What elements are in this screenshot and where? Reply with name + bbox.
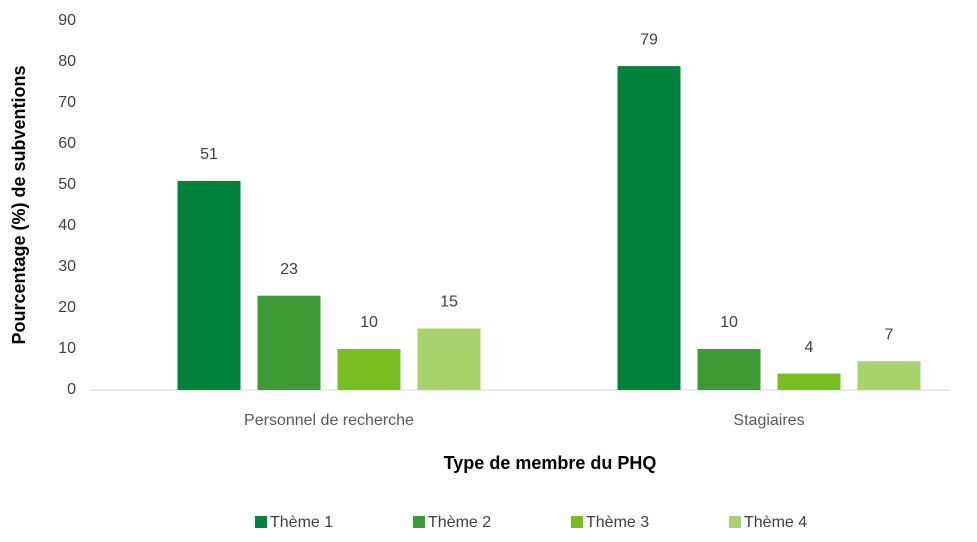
bar <box>417 328 481 390</box>
data-label: 7 <box>885 327 894 344</box>
y-tick-label: 40 <box>58 217 76 234</box>
y-tick-label: 90 <box>58 12 76 29</box>
y-tick-label: 30 <box>58 258 76 275</box>
data-label: 4 <box>805 339 814 356</box>
y-tick-label: 60 <box>58 135 76 152</box>
x-tick-label: Personnel de recherche <box>244 412 414 429</box>
legend-swatch <box>729 516 741 528</box>
y-tick-label: 20 <box>58 299 76 316</box>
data-label: 15 <box>440 294 458 311</box>
y-tick-label: 50 <box>58 176 76 193</box>
y-tick-label: 10 <box>58 340 76 357</box>
legend-label: Thème 1 <box>270 514 333 531</box>
bar <box>177 180 241 390</box>
legend-label: Thème 3 <box>586 514 649 531</box>
y-tick-label: 70 <box>58 94 76 111</box>
y-tick-label: 80 <box>58 53 76 70</box>
legend-swatch <box>255 516 267 528</box>
legend-swatch <box>413 516 425 528</box>
bar <box>617 66 681 390</box>
bar <box>857 361 921 390</box>
x-tick-label: Stagiaires <box>733 412 804 429</box>
bar <box>697 349 761 390</box>
data-label: 79 <box>640 31 658 48</box>
data-label: 51 <box>200 146 218 163</box>
bar <box>257 295 321 390</box>
bar <box>777 373 841 390</box>
x-axis-title: Type de membre du PHQ <box>444 453 657 473</box>
data-label: 23 <box>280 261 298 278</box>
y-axis-title: Pourcentage (%) de subventions <box>9 65 29 344</box>
legend-label: Thème 4 <box>744 514 807 531</box>
y-tick-label: 0 <box>67 381 76 398</box>
bar <box>337 349 401 390</box>
data-label: 10 <box>720 314 738 331</box>
data-label: 10 <box>360 314 378 331</box>
legend-swatch <box>571 516 583 528</box>
legend-label: Thème 2 <box>428 514 491 531</box>
